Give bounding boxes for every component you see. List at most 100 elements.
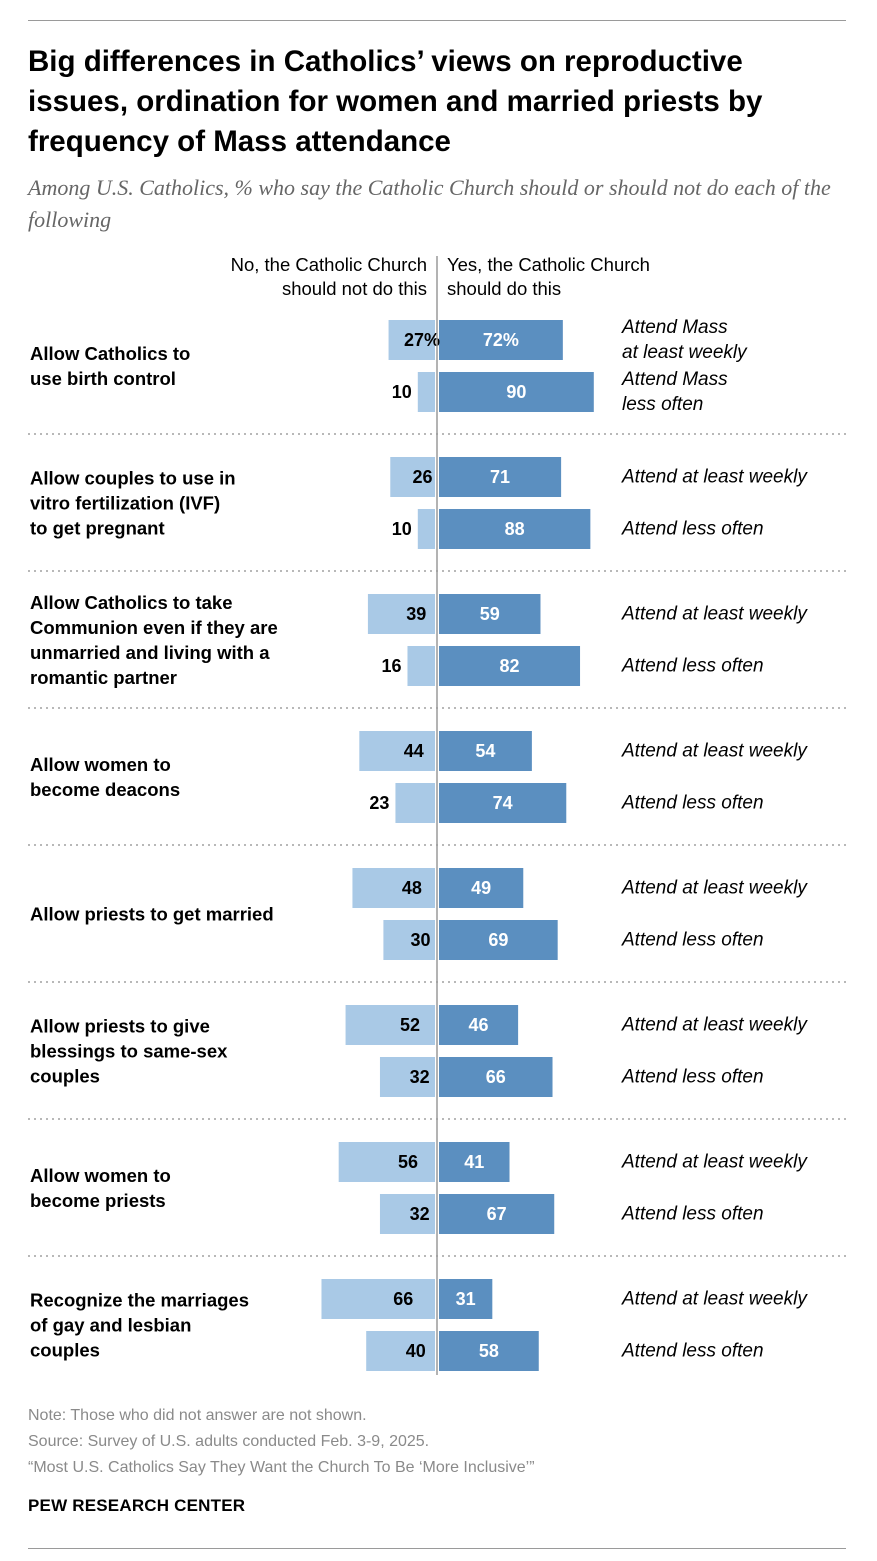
- yes-column-header-line1: Yes, the Catholic Church: [447, 254, 650, 275]
- yes-bar: [439, 1279, 493, 1319]
- no-value-label: 27%: [404, 330, 440, 350]
- attendance-label: Attend less often: [621, 930, 764, 951]
- bottom-rule: [28, 1548, 846, 1549]
- no-bar: [352, 868, 435, 908]
- no-value-label: 32: [410, 1204, 430, 1224]
- group-label: become deacons: [30, 779, 180, 800]
- attendance-label: Attend Mass: [621, 317, 728, 338]
- yes-value-label: 49: [471, 878, 491, 898]
- attendance-label: Attend less often: [621, 519, 764, 540]
- group-label: become priests: [30, 1190, 166, 1211]
- no-bar: [390, 457, 435, 497]
- yes-bar: [439, 594, 541, 634]
- yes-value-label: 41: [464, 1152, 484, 1172]
- yes-value-label: 58: [479, 1341, 499, 1361]
- attendance-label: Attend at least weekly: [621, 604, 808, 625]
- yes-bar: [439, 868, 524, 908]
- group-label: Communion even if they are: [30, 617, 278, 638]
- no-bar: [395, 783, 435, 823]
- no-column-header-line2: should not do this: [281, 278, 427, 299]
- no-bar: [367, 594, 435, 634]
- no-value-label: 26: [412, 467, 432, 487]
- no-bar: [379, 1194, 435, 1234]
- no-column-header: No, the Catholic Church should not do th…: [231, 253, 427, 301]
- yes-bar: [439, 1331, 539, 1371]
- pew-research-center-logo: PEW RESEARCH CENTER: [28, 1496, 246, 1515]
- group-label: Allow women to: [30, 754, 171, 775]
- group-label: Allow Catholics to: [30, 343, 190, 364]
- yes-value-label: 72%: [483, 330, 519, 350]
- footer-note: Note: Those who did not answer are not s…: [28, 1407, 367, 1424]
- no-value-label: 16: [381, 656, 401, 676]
- yes-bar: [439, 1194, 555, 1234]
- no-bar: [383, 920, 435, 960]
- no-bar: [338, 1142, 435, 1182]
- yes-column-header: Yes, the Catholic Church should do this: [447, 253, 650, 301]
- no-value-label: 10: [392, 519, 412, 539]
- attendance-label: Attend at least weekly: [621, 1289, 808, 1310]
- no-value-label: 30: [411, 930, 431, 950]
- group-label: Allow women to: [30, 1165, 171, 1186]
- group-label: to get pregnant: [30, 518, 165, 539]
- attendance-label: Attend less often: [621, 1341, 764, 1362]
- attendance-label: Attend at least weekly: [621, 741, 808, 762]
- yes-bar: [439, 646, 581, 686]
- diverging-bar-chart: Allow Catholics to use birth control 27% 72…: [28, 256, 846, 1375]
- no-bar: [388, 320, 435, 360]
- yes-bar: [439, 1057, 553, 1097]
- yes-value-label: 46: [469, 1015, 489, 1035]
- group-label: couples: [30, 1340, 100, 1361]
- yes-bar: [439, 1142, 510, 1182]
- no-value-label: 56: [398, 1152, 418, 1172]
- group-label: vitro fertilization (IVF): [30, 493, 220, 514]
- yes-value-label: 90: [506, 382, 526, 402]
- yes-bar: [439, 920, 558, 960]
- yes-column-header-line2: should do this: [447, 278, 562, 299]
- group-label: Allow priests to give: [30, 1016, 210, 1037]
- yes-value-label: 88: [505, 519, 525, 539]
- no-bar: [417, 509, 435, 549]
- group-label: couples: [30, 1066, 100, 1087]
- no-value-label: 66: [393, 1289, 413, 1309]
- attendance-label: less often: [622, 394, 703, 415]
- chart-title: Big differences in Catholics’ views on r…: [28, 45, 763, 158]
- group-label: romantic partner: [30, 667, 177, 688]
- group-label: Allow priests to get married: [30, 904, 274, 925]
- attendance-label: Attend less often: [621, 1204, 764, 1225]
- no-bar: [359, 731, 435, 771]
- yes-bar: [439, 731, 532, 771]
- group-label: Allow Catholics to take: [30, 592, 233, 613]
- group-label: Recognize the marriages: [30, 1290, 249, 1311]
- no-value-label: 44: [404, 741, 424, 761]
- no-value-label: 48: [402, 878, 422, 898]
- no-bar: [417, 372, 435, 412]
- no-value-label: 23: [369, 793, 389, 813]
- attendance-label: Attend less often: [621, 793, 764, 814]
- no-bar: [321, 1279, 435, 1319]
- yes-bar: [439, 509, 591, 549]
- group-label: blessings to same-sex: [30, 1041, 228, 1062]
- attendance-label: Attend at least weekly: [621, 878, 808, 899]
- footer-report: “Most U.S. Catholics Say They Want the C…: [28, 1459, 535, 1476]
- attendance-label: Attend less often: [621, 656, 764, 677]
- group-label: of gay and lesbian: [30, 1315, 191, 1336]
- group-label: Allow couples to use in: [30, 468, 236, 489]
- yes-value-label: 69: [488, 930, 508, 950]
- no-value-label: 10: [392, 382, 412, 402]
- group-label: unmarried and living with a: [30, 642, 270, 663]
- yes-bar: [439, 457, 562, 497]
- attendance-label: Attend at least weekly: [621, 467, 808, 488]
- no-value-label: 39: [406, 604, 426, 624]
- yes-bar: [439, 320, 563, 360]
- no-value-label: 40: [406, 1341, 426, 1361]
- no-value-label: 32: [410, 1067, 430, 1087]
- no-value-label: 52: [400, 1015, 420, 1035]
- no-bar: [407, 646, 435, 686]
- yes-value-label: 74: [493, 793, 513, 813]
- yes-value-label: 66: [486, 1067, 506, 1087]
- no-bar: [366, 1331, 435, 1371]
- yes-value-label: 54: [475, 741, 495, 761]
- chart-subtitle: Among U.S. Catholics, % who say the Cath…: [28, 175, 831, 232]
- no-bar: [379, 1057, 435, 1097]
- group-label: use birth control: [30, 368, 176, 389]
